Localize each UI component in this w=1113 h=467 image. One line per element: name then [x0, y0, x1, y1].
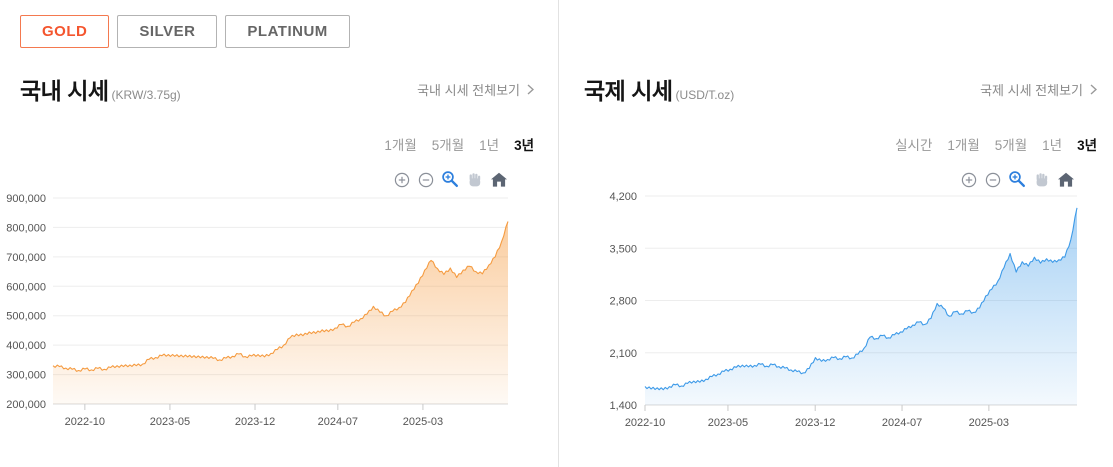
svg-text:700,000: 700,000: [6, 252, 46, 264]
zoom-out-circle-icon[interactable]: [984, 171, 1002, 189]
tab-platinum[interactable]: PLATINUM: [225, 15, 350, 48]
zoom-in-circle-icon[interactable]: [960, 171, 978, 189]
period-option-4[interactable]: 3년: [1077, 138, 1097, 153]
domestic-view-all-label: 국내 시세 전체보기: [417, 82, 520, 98]
svg-text:1,400: 1,400: [609, 400, 637, 412]
chevron-right-icon: [527, 83, 534, 95]
domestic-view-all-link[interactable]: 국내 시세 전체보기: [417, 80, 534, 99]
zoom-out-circle-icon[interactable]: [417, 171, 435, 189]
pan-hand-icon[interactable]: [466, 171, 484, 189]
svg-text:2025-03: 2025-03: [969, 417, 1009, 429]
svg-text:400,000: 400,000: [6, 340, 46, 352]
international-panel-title: 국제 시세 (USD/T.oz): [584, 78, 735, 104]
period-option-2[interactable]: 1년: [479, 138, 500, 153]
svg-text:4,200: 4,200: [609, 191, 637, 203]
period-option-1[interactable]: 1개월: [947, 138, 980, 153]
svg-text:900,000: 900,000: [6, 193, 46, 205]
svg-text:2025-03: 2025-03: [403, 416, 443, 428]
svg-text:200,000: 200,000: [6, 399, 46, 411]
domestic-period-selector: 1개월 5개월 1년 3년: [384, 134, 534, 154]
domestic-chart-toolbar: [393, 170, 508, 189]
svg-text:2,800: 2,800: [609, 296, 637, 308]
domestic-panel-title: 국내 시세 (KRW/3.75g): [20, 78, 181, 104]
svg-text:800,000: 800,000: [6, 222, 46, 234]
period-option-0[interactable]: 1개월: [384, 138, 417, 153]
period-option-3[interactable]: 1년: [1042, 138, 1063, 153]
period-option-0[interactable]: 실시간: [895, 138, 933, 153]
tab-gold[interactable]: GOLD: [20, 15, 110, 48]
svg-text:2024-07: 2024-07: [882, 417, 922, 429]
svg-text:2,100: 2,100: [609, 348, 637, 360]
svg-text:3,500: 3,500: [609, 243, 637, 255]
domestic-unit-label: (KRW/3.75g): [111, 88, 181, 102]
domestic-price-chart: 200,000 300,000 400,000 500,000 600,000 700,0…: [6, 193, 509, 428]
svg-text:300,000: 300,000: [6, 370, 46, 382]
home-reset-icon[interactable]: [490, 171, 508, 189]
magnifier-zoom-icon[interactable]: [1008, 170, 1027, 189]
home-reset-icon[interactable]: [1057, 171, 1075, 189]
international-unit-label: (USD/T.oz): [675, 88, 735, 102]
international-view-all-link[interactable]: 국제 시세 전체보기: [980, 80, 1097, 99]
international-price-chart: 1,400 2,100 2,800 3,500 4,200 2022-10 2023-05 2…: [609, 191, 1078, 429]
period-option-1[interactable]: 5개월: [431, 138, 465, 153]
magnifier-zoom-icon[interactable]: [441, 170, 460, 189]
tab-silver[interactable]: SILVER: [117, 15, 218, 48]
panel-divider: [558, 0, 559, 467]
international-view-all-label: 국제 시세 전체보기: [980, 82, 1083, 98]
metal-tabs: GOLD SILVER PLATINUM: [20, 15, 350, 48]
international-chart-toolbar: [960, 170, 1075, 189]
period-option-3[interactable]: 3년: [514, 138, 534, 153]
svg-text:2022-10: 2022-10: [65, 416, 105, 428]
svg-text:2023-05: 2023-05: [150, 416, 190, 428]
international-period-selector: 실시간 1개월 5개월 1년 3년: [895, 134, 1097, 154]
international-price-panel: 국제 시세 (USD/T.oz) 국제 시세 전체보기 실시간 1개월 5개월 1년 3년…: [559, 0, 1113, 467]
svg-text:2022-10: 2022-10: [625, 417, 665, 429]
pan-hand-icon[interactable]: [1033, 171, 1051, 189]
svg-text:2023-12: 2023-12: [235, 416, 275, 428]
svg-text:2024-07: 2024-07: [318, 416, 358, 428]
chevron-right-icon: [1090, 83, 1097, 95]
svg-text:2023-12: 2023-12: [795, 417, 835, 429]
domestic-price-panel: GOLD SILVER PLATINUM 국내 시세 (KRW/3.75g) 국내…: [6, 15, 534, 428]
svg-text:2023-05: 2023-05: [708, 417, 748, 429]
zoom-in-circle-icon[interactable]: [393, 171, 411, 189]
svg-text:600,000: 600,000: [6, 281, 46, 293]
svg-text:500,000: 500,000: [6, 311, 46, 323]
period-option-2[interactable]: 5개월: [994, 138, 1028, 153]
